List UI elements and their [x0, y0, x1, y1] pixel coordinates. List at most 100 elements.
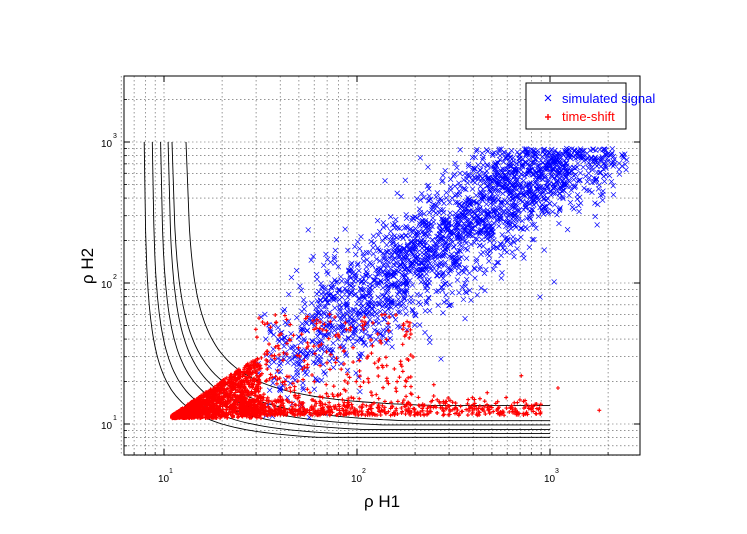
signal-point — [560, 195, 566, 202]
time-shift-point — [421, 412, 426, 417]
signal-point — [394, 234, 400, 241]
time-shift-point — [470, 395, 475, 400]
time-shift-point — [377, 356, 382, 361]
time-shift-point — [264, 378, 269, 383]
signal-point — [302, 301, 308, 307]
time-shift-point — [374, 392, 379, 397]
signal-point — [403, 211, 409, 218]
signal-point — [267, 329, 274, 336]
signal-point — [406, 257, 412, 263]
signal-point — [517, 184, 523, 190]
signal-point — [402, 177, 409, 184]
time-shift-point — [366, 380, 371, 385]
time-shift-point — [365, 409, 370, 414]
signal-point — [448, 301, 454, 308]
signal-point — [509, 196, 516, 203]
signal-point — [395, 296, 402, 302]
y-tick-label-exponent: 1 — [113, 415, 117, 422]
signal-point — [394, 245, 400, 251]
signal-point — [481, 189, 487, 196]
time-shift-point — [285, 410, 290, 415]
signal-point — [424, 283, 431, 289]
time-shift-point — [379, 312, 384, 317]
signal-point — [540, 149, 546, 155]
signal-point — [610, 163, 616, 169]
signal-point — [300, 380, 306, 386]
time-shift-point — [337, 404, 342, 409]
signal-point — [316, 302, 323, 308]
signal-point — [487, 188, 493, 194]
signal-point — [495, 150, 501, 157]
signal-point — [298, 287, 305, 294]
signal-point — [555, 151, 561, 157]
signal-point — [350, 341, 356, 348]
time-shift-point — [342, 412, 347, 417]
signal-point — [449, 289, 456, 296]
time-shift-point — [438, 405, 443, 410]
signal-point — [533, 186, 540, 193]
signal-point — [440, 233, 446, 239]
time-shift-point — [409, 409, 414, 414]
legend-marker-time-shift — [545, 114, 551, 120]
signal-point — [610, 191, 617, 198]
signal-point — [605, 158, 611, 164]
signal-point — [458, 243, 465, 249]
signal-point — [280, 308, 287, 315]
time-shift-point — [533, 411, 538, 416]
time-shift-point — [325, 404, 330, 409]
signal-point — [313, 271, 320, 278]
time-shift-point — [239, 411, 244, 416]
time-shift-point — [277, 376, 282, 381]
time-shift-point — [182, 407, 187, 412]
time-shift-point — [342, 400, 347, 405]
time-shift-point — [400, 327, 405, 332]
signal-point — [270, 332, 277, 338]
signal-point — [414, 291, 420, 298]
signal-point — [488, 232, 495, 239]
signal-point — [435, 233, 441, 240]
signal-point — [462, 280, 468, 286]
signal-point — [281, 306, 288, 313]
signal-point — [456, 188, 462, 194]
time-shift-point — [327, 367, 332, 372]
time-shift-point — [257, 316, 262, 321]
signal-point — [533, 200, 539, 206]
signal-point — [294, 372, 301, 379]
signal-point — [554, 158, 561, 164]
signal-point — [281, 334, 287, 341]
time-shift-point — [523, 405, 528, 410]
signal-point — [323, 296, 329, 302]
signal-point — [369, 306, 375, 313]
signal-point — [580, 148, 586, 154]
time-shift-point — [366, 407, 371, 412]
signal-point — [438, 197, 445, 204]
signal-point — [412, 236, 419, 242]
time-shift-point — [515, 410, 520, 415]
signal-point — [429, 223, 435, 230]
signal-point — [471, 210, 478, 217]
signal-point — [401, 288, 407, 294]
legend-label-simulated-signal: simulated signal — [562, 91, 655, 106]
time-shift-point — [343, 320, 348, 325]
time-shift-point — [260, 398, 265, 403]
time-shift-point — [400, 400, 405, 405]
time-shift-point — [319, 411, 324, 416]
signal-point — [541, 196, 548, 202]
time-shift-point — [517, 397, 522, 402]
time-shift-point — [450, 400, 455, 405]
signal-point — [459, 284, 465, 291]
signal-point — [476, 242, 483, 249]
time-shift-point — [513, 406, 518, 411]
signal-point — [523, 151, 529, 158]
signal-point — [418, 242, 425, 248]
time-shift-point — [472, 401, 477, 406]
time-shift-point — [420, 406, 425, 411]
signal-point — [376, 258, 383, 264]
signal-point — [590, 146, 596, 152]
signal-point — [416, 322, 423, 328]
time-shift-point — [376, 358, 381, 363]
time-shift-point — [254, 371, 259, 376]
signal-point — [566, 192, 572, 199]
signal-point — [531, 221, 538, 228]
signal-point — [352, 251, 359, 258]
